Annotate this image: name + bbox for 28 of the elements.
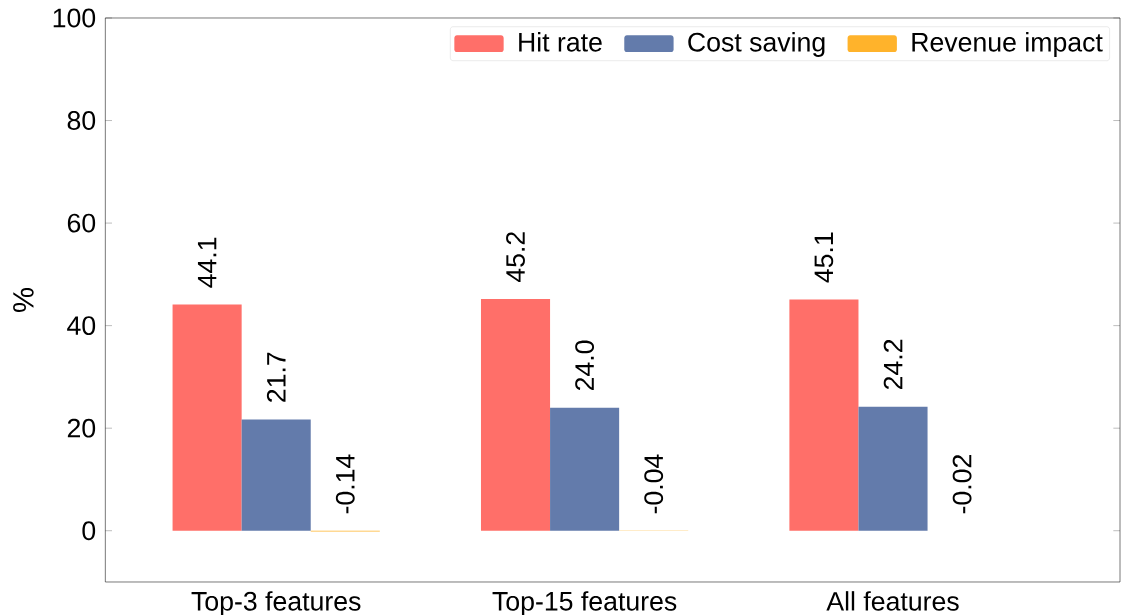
x-tick-label: All features [826, 591, 959, 611]
x-tick-label: Top-3 features [191, 591, 361, 615]
y-tick-label: 40 [67, 316, 96, 336]
data-label: -0.02 [952, 455, 972, 514]
x-tick-label: Top-15 features [492, 591, 677, 615]
legend-label: Revenue impact [912, 32, 1103, 57]
data-label: 44.1 [197, 237, 217, 288]
data-label: -0.14 [335, 454, 355, 514]
bar [858, 406, 928, 531]
legend-label: Cost saving [688, 32, 825, 57]
y-tick-label: 100 [53, 8, 96, 28]
data-label: 21.7 [266, 352, 286, 402]
y-tick-label: 60 [67, 213, 96, 233]
data-label: 45.1 [814, 232, 834, 283]
y-tick-label: 80 [67, 111, 96, 130]
bar [480, 298, 551, 531]
bar [550, 407, 620, 531]
y-tick-label: 0 [82, 521, 96, 541]
data-label: 24.2 [883, 339, 903, 390]
legend-label: Hit rate [519, 32, 602, 52]
data-label: -0.04 [644, 454, 664, 514]
y-tick-label: 20 [67, 418, 96, 438]
bar [789, 299, 859, 531]
bar [241, 419, 311, 531]
bar [172, 304, 242, 531]
data-label: 45.2 [506, 232, 525, 283]
y-axis-title: % [13, 288, 34, 312]
data-label: 24.0 [575, 340, 595, 391]
